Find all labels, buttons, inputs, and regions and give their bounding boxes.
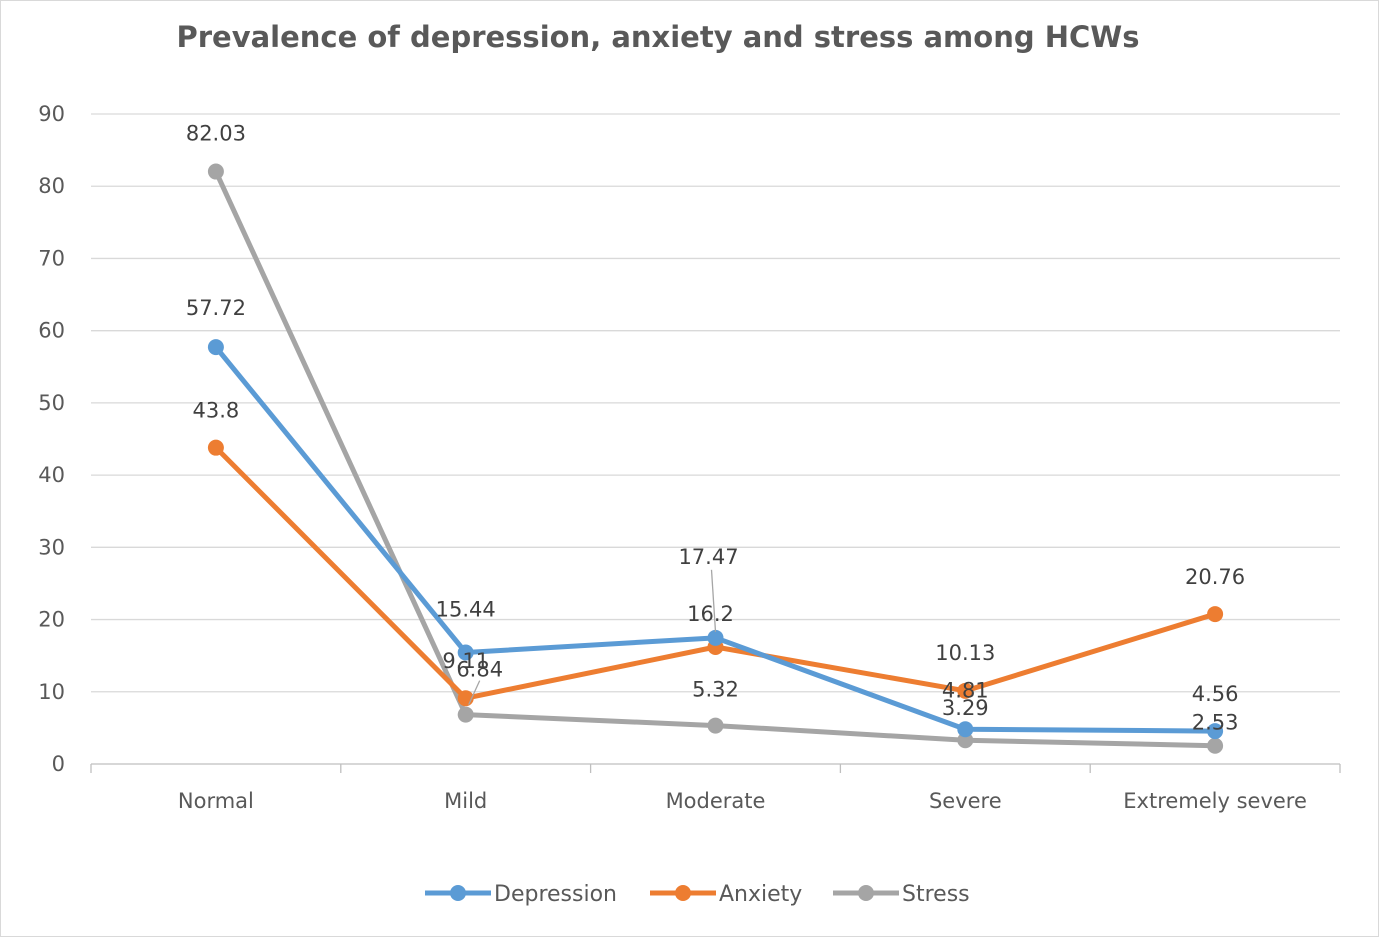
x-tick-label: Normal bbox=[178, 789, 254, 813]
data-point-stress bbox=[207, 163, 224, 180]
data-label-depression: 17.47 bbox=[678, 545, 738, 569]
series-line-anxiety bbox=[213, 445, 1218, 701]
data-point-anxiety bbox=[957, 682, 974, 699]
legend-marker-anxiety bbox=[675, 885, 691, 901]
x-axis bbox=[90, 763, 1341, 773]
data-label-stress: 3.29 bbox=[942, 696, 989, 720]
y-tick-label: 0 bbox=[52, 752, 65, 776]
data-point-depression bbox=[957, 721, 974, 738]
leader-line bbox=[710, 569, 717, 632]
gridlines bbox=[91, 113, 1340, 693]
data-point-depression bbox=[207, 339, 224, 356]
data-point-stress bbox=[707, 717, 724, 734]
data-label-anxiety: 20.76 bbox=[1185, 565, 1245, 589]
y-tick-label: 70 bbox=[38, 246, 65, 270]
x-axis-ticks: Normal Mild Moderate Severe Extremely severe bbox=[178, 789, 1307, 813]
data-label-anxiety: 16.2 bbox=[687, 602, 734, 626]
leader-line bbox=[468, 680, 481, 705]
data-point-stress bbox=[457, 706, 474, 723]
y-tick-label: 40 bbox=[38, 463, 65, 487]
y-axis-ticks: 0 10 20 30 40 50 60 70 80 90 bbox=[38, 102, 65, 776]
legend-label-stress: Stress bbox=[902, 882, 970, 907]
data-label-stress: 2.53 bbox=[1192, 711, 1239, 735]
y-tick-label: 10 bbox=[38, 680, 65, 704]
chart-title: Prevalence of depression, anxiety and st… bbox=[176, 20, 1139, 54]
data-point-anxiety bbox=[1207, 606, 1224, 623]
y-tick-label: 50 bbox=[38, 391, 65, 415]
data-point-depression bbox=[457, 644, 474, 661]
y-tick-label: 90 bbox=[38, 102, 65, 126]
y-tick-label: 80 bbox=[38, 174, 65, 198]
x-tick-label: Moderate bbox=[666, 789, 766, 813]
data-label-depression: 57.72 bbox=[186, 296, 246, 320]
data-label-depression: 4.81 bbox=[942, 678, 989, 702]
label-leaders bbox=[468, 569, 717, 705]
y-tick-label: 20 bbox=[38, 608, 65, 632]
data-point-depression bbox=[1207, 723, 1224, 740]
data-point-stress bbox=[1207, 737, 1224, 754]
data-label-stress: 82.03 bbox=[186, 122, 246, 146]
data-label-anxiety: 43.8 bbox=[193, 399, 240, 423]
series-lines bbox=[207, 163, 1224, 754]
y-tick-label: 30 bbox=[38, 535, 65, 559]
legend-marker-stress bbox=[858, 885, 874, 901]
data-label-depression: 15.44 bbox=[436, 597, 496, 621]
data-label-depression: 4.56 bbox=[1192, 682, 1239, 706]
x-tick-label: Extremely severe bbox=[1123, 789, 1307, 813]
data-label-anxiety: 9.11 bbox=[442, 649, 489, 673]
legend-label-depression: Depression bbox=[494, 882, 617, 907]
x-tick-label: Severe bbox=[929, 789, 1002, 813]
data-label-stress: 6.84 bbox=[456, 658, 503, 682]
legend-label-anxiety: Anxiety bbox=[719, 882, 802, 907]
data-point-depression bbox=[707, 629, 724, 646]
data-point-stress bbox=[957, 732, 974, 749]
data-labels: 57.72 15.44 17.47 4.81 4.56 43.8 9.11 16.2 10.13… bbox=[186, 122, 1245, 735]
series-line-depression bbox=[213, 344, 1218, 734]
legend: Depression Anxiety Stress bbox=[425, 882, 970, 907]
data-point-anxiety bbox=[207, 439, 224, 456]
legend-marker-depression bbox=[450, 885, 466, 901]
y-tick-label: 60 bbox=[38, 319, 65, 343]
data-label-stress: 5.32 bbox=[692, 678, 739, 702]
x-tick-label: Mild bbox=[444, 789, 487, 813]
data-label-anxiety: 10.13 bbox=[935, 641, 995, 665]
